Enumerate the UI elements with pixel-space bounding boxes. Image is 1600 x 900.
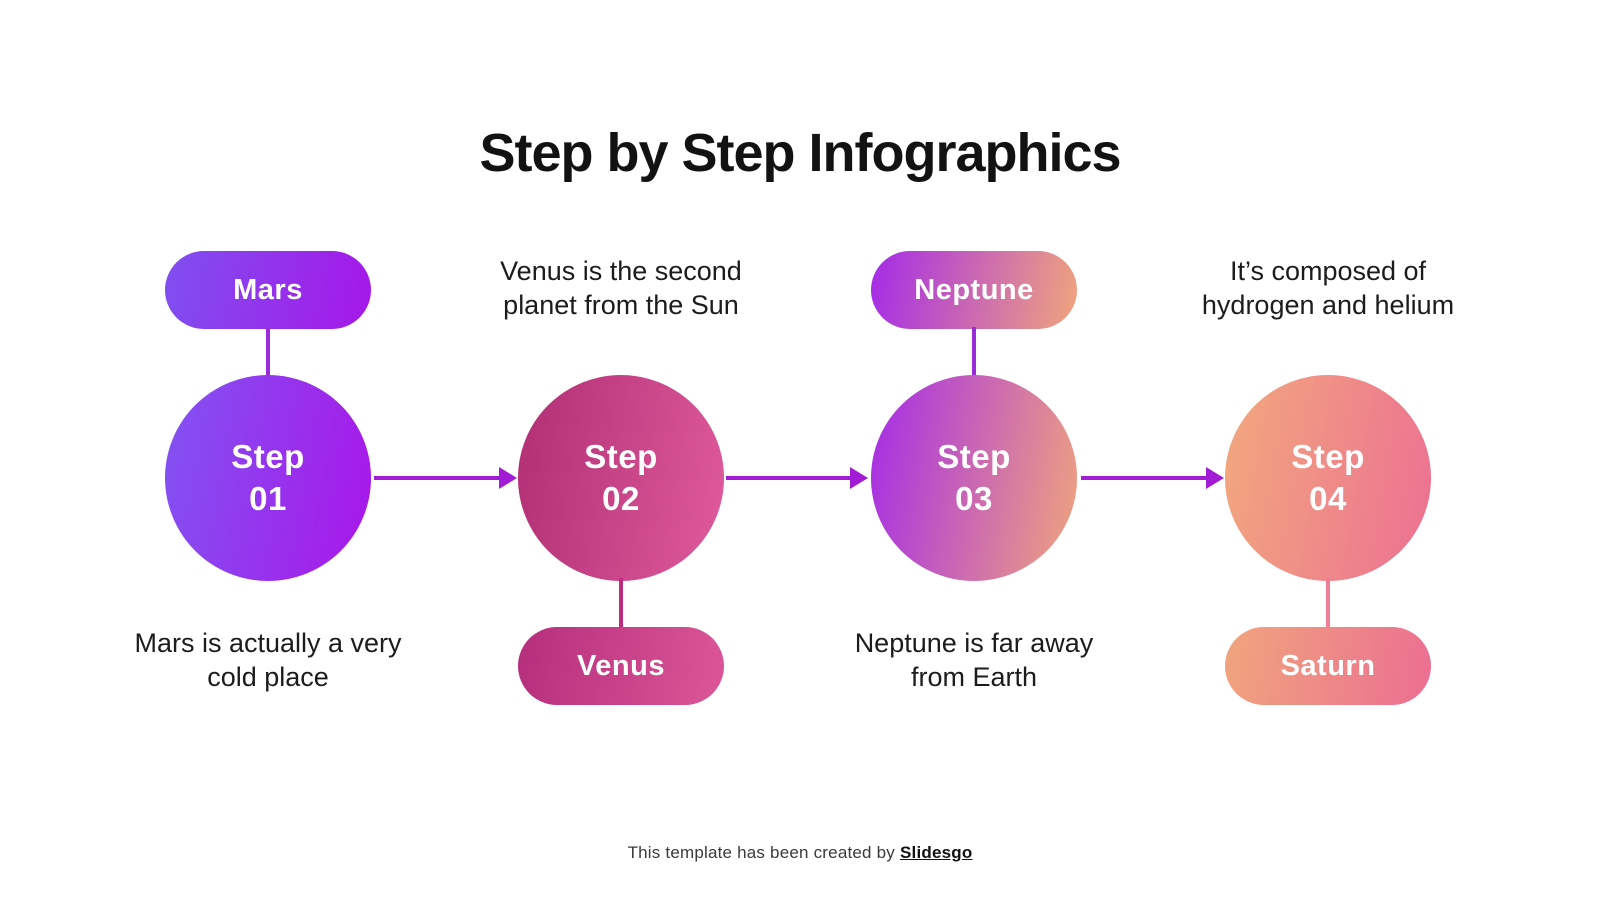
slidesgo-link[interactable]: Slidesgo: [899, 843, 973, 862]
slide-title: Step by Step Infographics: [479, 123, 1121, 184]
connector-line: [1326, 578, 1330, 629]
step-column-3: Neptune Step 03 Neptune is far away from…: [794, 0, 1154, 900]
arrow-step3-to-step4: [1081, 467, 1224, 489]
description-line: planet from the Sun: [503, 290, 739, 320]
arrow-step1-to-step2: [374, 467, 517, 489]
planet-pill-label: Venus: [577, 649, 665, 682]
planet-pill-label: Mars: [233, 273, 303, 306]
step-circle-04[interactable]: Step 04: [1225, 375, 1431, 581]
planet-pill-venus[interactable]: Venus: [518, 627, 724, 705]
planet-pill-neptune[interactable]: Neptune: [871, 251, 1077, 329]
arrow-step2-to-step3: [726, 467, 868, 489]
step-description: Mars is actually a very cold place: [78, 626, 458, 694]
step-number: 01: [249, 480, 287, 517]
step-number: 03: [955, 480, 993, 517]
step-column-4: It’s composed of hydrogen and helium Ste…: [1148, 0, 1508, 900]
step-word: Step: [1291, 438, 1365, 475]
step-circle-03[interactable]: Step 03: [871, 375, 1077, 581]
planet-pill-label: Saturn: [1280, 649, 1376, 682]
connector-line: [266, 327, 270, 377]
step-column-1: Mars Step 01 Mars is actually a very col…: [88, 0, 448, 900]
description-line: Mars is actually a very: [134, 628, 402, 658]
step-description: Venus is the second planet from the Sun: [431, 254, 811, 322]
footer-credit: This template has been created by Slidesg…: [0, 843, 1600, 863]
step-description: It’s composed of hydrogen and helium: [1138, 254, 1518, 322]
description-line: It’s composed of: [1229, 256, 1427, 286]
step-number: 04: [1309, 480, 1347, 517]
step-word: Step: [231, 438, 305, 475]
step-word: Step: [937, 438, 1011, 475]
planet-pill-label: Neptune: [914, 273, 1034, 306]
planet-pill-mars[interactable]: Mars: [165, 251, 371, 329]
step-column-2: Venus is the second planet from the Sun …: [441, 0, 801, 900]
step-word: Step: [584, 438, 658, 475]
planet-pill-saturn[interactable]: Saturn: [1225, 627, 1431, 705]
description-line: cold place: [207, 662, 329, 692]
connector-line: [972, 327, 976, 377]
description-line: Venus is the second: [500, 256, 742, 286]
step-description: Neptune is far away from Earth: [784, 626, 1164, 694]
description-line: Neptune is far away: [854, 628, 1094, 658]
step-number: 02: [602, 480, 640, 517]
step-circle-01[interactable]: Step 01: [165, 375, 371, 581]
description-line: from Earth: [910, 662, 1038, 692]
description-line: hydrogen and helium: [1201, 290, 1455, 320]
connector-line: [619, 578, 623, 629]
step-circle-02[interactable]: Step 02: [518, 375, 724, 581]
footer-text: This template has been created by: [627, 843, 895, 862]
